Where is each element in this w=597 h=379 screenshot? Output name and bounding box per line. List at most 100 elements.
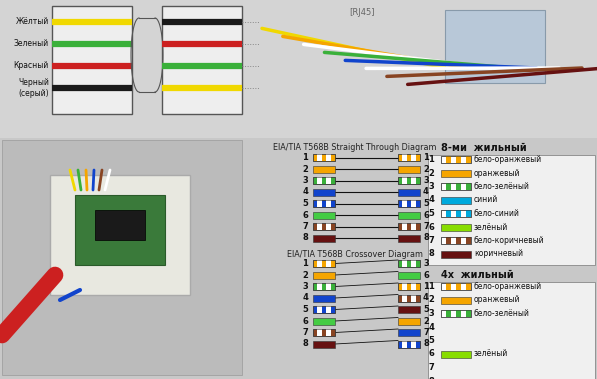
- Text: 8: 8: [428, 249, 434, 258]
- Bar: [0, 0, 597, 138]
- Bar: [428, 155, 595, 265]
- Bar: [313, 154, 335, 161]
- Text: 3: 3: [428, 182, 434, 191]
- Text: 1: 1: [302, 259, 308, 268]
- Text: 2: 2: [428, 296, 434, 304]
- Polygon shape: [318, 283, 322, 290]
- Text: бело-оранжевый: бело-оранжевый: [474, 155, 542, 164]
- Polygon shape: [318, 260, 322, 267]
- Polygon shape: [318, 200, 322, 207]
- Text: бело-оранжевый: бело-оранжевый: [474, 282, 542, 291]
- Bar: [50, 175, 190, 295]
- Text: 4х  жильный: 4х жильный: [441, 270, 514, 280]
- Text: 7: 7: [428, 236, 434, 245]
- Text: 4: 4: [302, 188, 308, 196]
- Bar: [313, 283, 335, 290]
- Bar: [313, 318, 335, 324]
- Bar: [398, 166, 420, 172]
- Text: синий: синий: [474, 196, 498, 205]
- Text: EIA/TIA T568B Crossover Diagram: EIA/TIA T568B Crossover Diagram: [287, 250, 423, 259]
- Polygon shape: [411, 200, 416, 207]
- Text: 8-ми  жильный: 8-ми жильный: [441, 143, 527, 153]
- Text: [RJ45]: [RJ45]: [349, 8, 375, 17]
- Polygon shape: [411, 260, 416, 267]
- Text: 3: 3: [423, 259, 429, 268]
- Polygon shape: [411, 223, 416, 230]
- Bar: [441, 351, 471, 357]
- Text: 6: 6: [428, 349, 434, 359]
- Bar: [446, 237, 451, 244]
- Bar: [446, 283, 451, 290]
- Polygon shape: [318, 154, 322, 161]
- Text: 1: 1: [302, 153, 308, 162]
- Text: 4: 4: [428, 196, 434, 205]
- Bar: [466, 156, 471, 163]
- Polygon shape: [402, 200, 407, 207]
- Bar: [441, 196, 471, 204]
- Bar: [313, 235, 335, 241]
- Text: 8: 8: [423, 233, 429, 243]
- Bar: [466, 183, 471, 190]
- Bar: [441, 169, 471, 177]
- Bar: [441, 296, 471, 304]
- Text: 6: 6: [423, 210, 429, 219]
- Bar: [441, 210, 471, 217]
- Polygon shape: [402, 283, 407, 290]
- Text: 2: 2: [428, 169, 434, 177]
- Bar: [398, 260, 420, 267]
- Bar: [398, 211, 420, 219]
- Bar: [446, 210, 451, 217]
- Bar: [398, 283, 420, 290]
- Bar: [95, 210, 145, 240]
- Bar: [441, 183, 471, 190]
- Bar: [313, 329, 335, 336]
- Text: 2: 2: [423, 164, 429, 174]
- Polygon shape: [402, 177, 407, 184]
- Bar: [0, 138, 597, 379]
- Text: зелёный: зелёный: [474, 222, 508, 232]
- Polygon shape: [402, 260, 407, 267]
- Text: 6: 6: [423, 271, 429, 279]
- Polygon shape: [318, 177, 322, 184]
- Text: 5: 5: [302, 305, 308, 314]
- Polygon shape: [326, 306, 331, 313]
- Bar: [313, 200, 335, 207]
- Text: 1: 1: [423, 153, 429, 162]
- Bar: [313, 260, 335, 267]
- Polygon shape: [318, 306, 322, 313]
- Bar: [398, 223, 420, 230]
- Bar: [398, 260, 420, 267]
- Bar: [313, 283, 335, 290]
- Polygon shape: [326, 223, 331, 230]
- Bar: [52, 6, 132, 114]
- Bar: [313, 294, 335, 302]
- Text: 3: 3: [423, 176, 429, 185]
- Text: 7: 7: [423, 222, 429, 231]
- Polygon shape: [326, 177, 331, 184]
- Text: бело-коричневый: бело-коричневый: [474, 236, 544, 245]
- Bar: [398, 154, 420, 161]
- Polygon shape: [402, 340, 407, 348]
- Polygon shape: [326, 283, 331, 290]
- Text: 2: 2: [302, 164, 308, 174]
- Text: 1: 1: [428, 282, 434, 291]
- Bar: [456, 310, 461, 317]
- Text: 2: 2: [423, 316, 429, 326]
- Bar: [428, 282, 595, 379]
- Bar: [441, 283, 471, 290]
- Text: Черный
(серый): Черный (серый): [18, 78, 49, 98]
- Bar: [441, 310, 471, 317]
- Bar: [456, 283, 461, 290]
- Text: 6: 6: [428, 222, 434, 232]
- Polygon shape: [402, 294, 407, 302]
- Bar: [2, 140, 242, 375]
- Bar: [446, 156, 451, 163]
- Text: 5: 5: [302, 199, 308, 208]
- Polygon shape: [326, 200, 331, 207]
- Bar: [398, 200, 420, 207]
- Text: 8: 8: [302, 233, 308, 243]
- Text: 5: 5: [428, 336, 434, 345]
- Bar: [441, 251, 471, 257]
- Text: 8: 8: [423, 340, 429, 349]
- Bar: [398, 306, 420, 313]
